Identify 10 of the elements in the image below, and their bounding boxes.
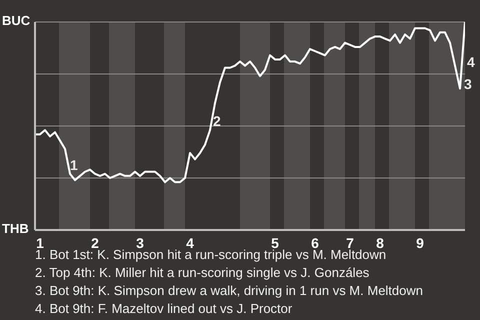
text: 3. Bot 9th: K. Simpson drew a walk, driving in 1 run vs M. Meltdown xyxy=(35,282,424,300)
text: THB xyxy=(2,221,29,237)
text: 2. Top 4th: K. Miller hit a run-scoring single vs J. Gonzáles xyxy=(35,264,370,282)
x-tick-label: 9 xyxy=(416,234,424,251)
annotation: 2 xyxy=(213,113,221,129)
text: 4 xyxy=(467,54,475,70)
text: 4. Bot 9th: F. Mazeltov lined out vs J. Proctor xyxy=(35,300,294,318)
annotation: 3 xyxy=(464,76,472,92)
annotation: 1 xyxy=(70,157,78,173)
text: BUC xyxy=(2,13,30,29)
